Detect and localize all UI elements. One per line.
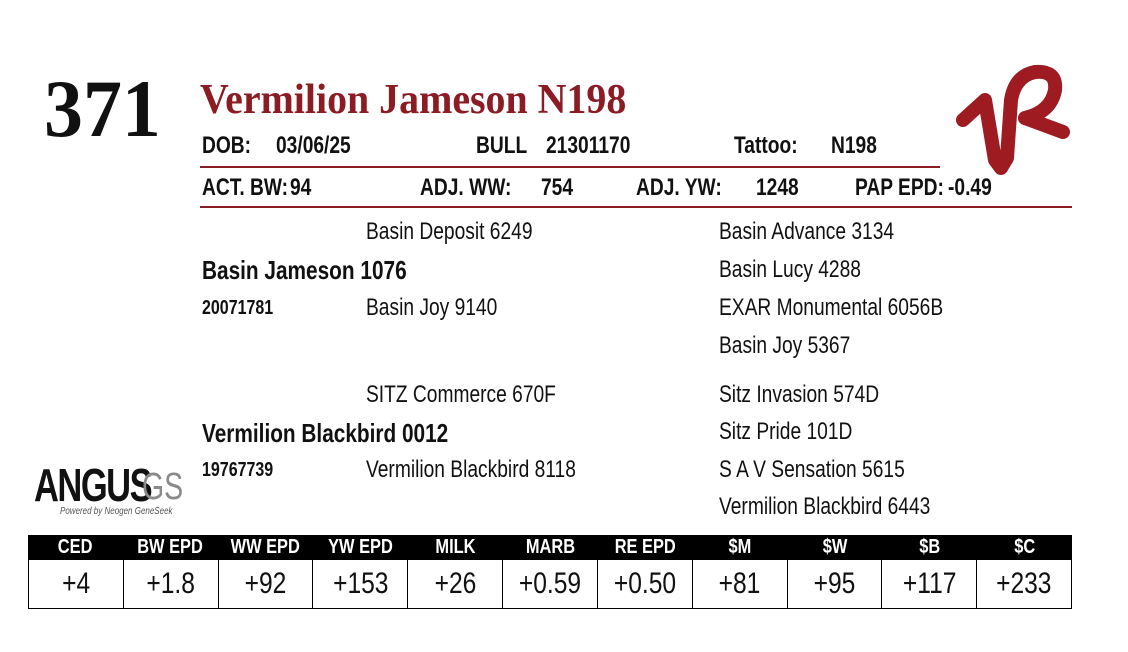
- epd-value: +0.50: [613, 567, 676, 600]
- epd-value: +4: [61, 567, 90, 600]
- granddam: Basin Lucy 4288: [719, 256, 861, 283]
- dam-dam: Vermilion Blackbird 8118: [366, 456, 576, 483]
- epd-value: +117: [902, 567, 957, 600]
- epd-header: CED: [58, 536, 93, 558]
- sire-reg: 20071781: [202, 297, 274, 319]
- tattoo: N198: [831, 132, 877, 159]
- granddam: Vermilion Blackbird 6443: [719, 493, 931, 520]
- epd-header-cell: YW EPD: [313, 535, 408, 560]
- epd-header-cell: $M: [692, 535, 787, 560]
- epd-header: RE EPD: [614, 536, 676, 558]
- logo-main: ANGUS: [34, 459, 153, 511]
- weight-value: 754: [541, 174, 574, 201]
- epd-value: +233: [996, 567, 1052, 600]
- epd-header-cell: CED: [28, 535, 123, 560]
- epd-value: +26: [434, 567, 477, 600]
- grandsire: S A V Sensation 5615: [719, 456, 905, 483]
- weight-value: -0.49: [948, 174, 992, 201]
- epd-header: $M: [728, 536, 752, 558]
- epd-header-row: CED BW EPD WW EPD YW EPD MILK EPD MARB EPD RE …: [28, 535, 1072, 583]
- dam-sire: SITZ Commerce 670F: [366, 381, 556, 408]
- epd-header-cell: MILK EPD: [408, 535, 503, 583]
- granddam: Sitz Pride 101D: [719, 418, 853, 445]
- divider: [200, 206, 1072, 208]
- animal-name: Vermilion Jameson N198: [200, 77, 627, 123]
- weight-label: ACT. BW:: [202, 174, 289, 201]
- sire-name: Basin Jameson 1076: [202, 255, 407, 285]
- epd-header: YW EPD: [327, 536, 393, 558]
- epd-header: MARB EPD: [525, 536, 575, 583]
- epd-header-cell: WW EPD: [218, 535, 313, 560]
- dam-reg: 19767739: [202, 459, 274, 481]
- epd-value-cell: +117: [882, 560, 978, 608]
- weight-value: 1248: [756, 174, 799, 201]
- registration: 21301170: [546, 132, 631, 159]
- grandsire: Basin Advance 3134: [719, 218, 895, 245]
- tattoo-label: Tattoo:: [734, 132, 798, 159]
- granddam: Basin Joy 5367: [719, 332, 851, 359]
- epd-value: +0.59: [518, 567, 582, 600]
- divider: [200, 166, 940, 168]
- epd-value: +95: [813, 567, 856, 600]
- logo-tagline: Powered by Neogen GeneSeek: [60, 506, 173, 517]
- sire-dam: Basin Joy 9140: [366, 294, 498, 321]
- weight-label: ADJ. YW:: [636, 174, 722, 201]
- epd-value-cell: +0.59: [503, 560, 598, 608]
- epd-header-cell: $C: [977, 535, 1072, 560]
- epd-header: $W: [822, 536, 848, 558]
- epd-value-cell: +4: [29, 560, 124, 608]
- dam-name: Vermilion Blackbird 0012: [202, 418, 449, 448]
- epd-value-cell: +233: [977, 560, 1072, 608]
- weight-label: ADJ. WW:: [420, 174, 512, 201]
- weight-label: PAP EPD:: [855, 174, 944, 201]
- epd-value-cell: +81: [693, 560, 788, 608]
- epd-header-cell: MARB EPD: [503, 535, 598, 583]
- bull-label: BULL: [476, 132, 528, 159]
- epd-header: BW EPD: [137, 536, 204, 558]
- grandsire: EXAR Monumental 6056B: [719, 294, 944, 321]
- logo-accent: GS: [142, 466, 184, 508]
- epd-value-cell: +26: [408, 560, 504, 608]
- epd-header: WW EPD: [230, 536, 300, 558]
- grandsire: Sitz Invasion 574D: [719, 381, 880, 408]
- epd-value-cell: +1.8: [124, 560, 219, 608]
- epd-header-cell: $W: [787, 535, 882, 560]
- sire-sire: Basin Deposit 6249: [366, 218, 533, 245]
- epd-header-cell: $B: [882, 535, 977, 560]
- epd-header: $C: [1014, 536, 1035, 558]
- epd-value: +81: [718, 567, 761, 600]
- dob: 03/06/25: [276, 132, 351, 159]
- epd-header-cell: RE EPD: [597, 535, 692, 560]
- epd-value: +153: [332, 567, 389, 600]
- epd-value-row: +4 +1.8 +92 +153 +26 +0.59 +0.50 +81 +95 +117 +233: [28, 560, 1072, 609]
- epd-value: +92: [244, 567, 287, 600]
- lot-number: 371: [44, 63, 161, 154]
- epd-header: MILK EPD: [435, 536, 476, 583]
- epd-value-cell: +153: [313, 560, 409, 608]
- epd-header: $B: [919, 536, 941, 558]
- dob-label: DOB:: [202, 132, 252, 159]
- epd-value: +1.8: [146, 567, 195, 600]
- epd-value-cell: +0.50: [598, 560, 693, 608]
- brand-mark: [956, 64, 1070, 175]
- epd-table: CED BW EPD WW EPD YW EPD MILK EPD MARB EPD RE …: [28, 535, 1072, 609]
- brand-logo: [956, 64, 1070, 175]
- epd-value-cell: +92: [219, 560, 314, 608]
- epd-value-cell: +95: [788, 560, 883, 608]
- weight-value: 94: [290, 174, 312, 201]
- epd-header-cell: BW EPD: [123, 535, 218, 560]
